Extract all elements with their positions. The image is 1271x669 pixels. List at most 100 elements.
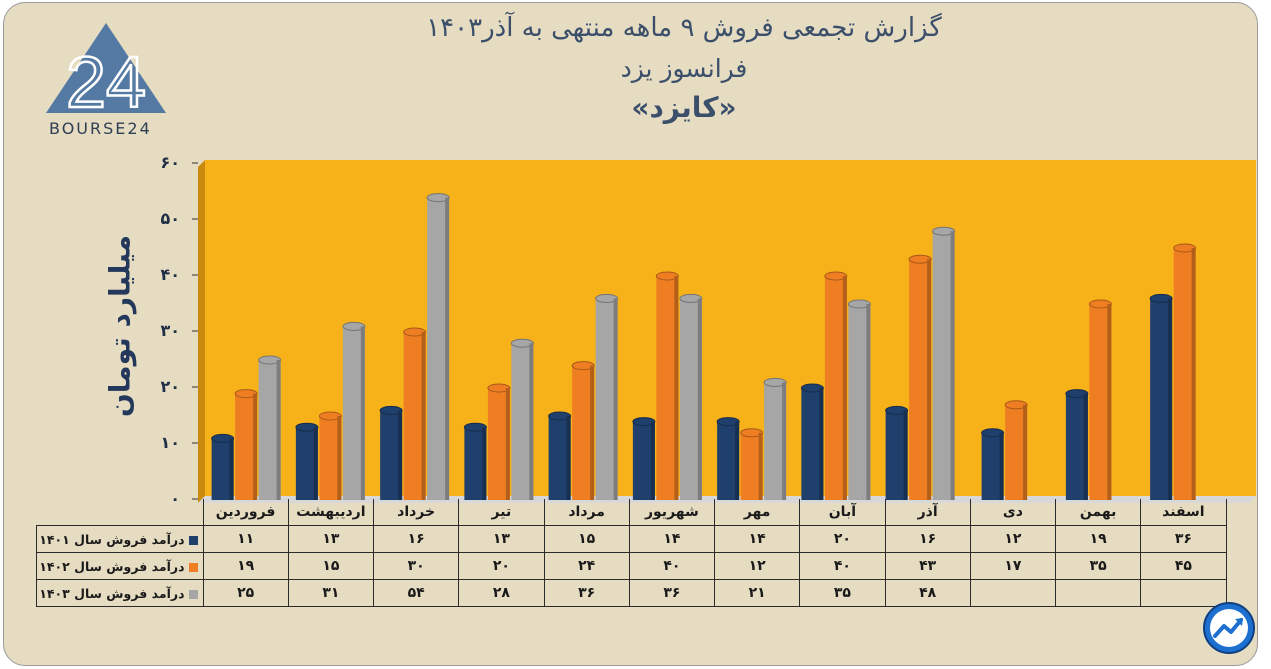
bar-shade (398, 410, 403, 500)
bar (764, 382, 787, 500)
y-tick-label: ۳۰ (160, 321, 180, 340)
data-value-cell: ۵۴ (372, 579, 460, 607)
ticker-symbol: «کایزد» (631, 91, 737, 124)
bar-shade (866, 304, 871, 500)
y-tick-label: ۵۰ (160, 209, 180, 228)
bar (487, 388, 510, 500)
y-tick-label: ۴۰ (160, 265, 180, 284)
table-header-row: فروردین اردیبهشت خرداد تیر مرداد شهریور مهر آبا… (37, 499, 1227, 526)
triangle-24-logo: 24 (46, 23, 166, 124)
series-name: درآمد فروش سال ۱۴۰۱ (39, 531, 185, 547)
bar-shade (950, 231, 955, 500)
data-value-cell: ۲۸ (458, 579, 545, 607)
series-label: درآمد فروش سال ۱۴۰۱ (36, 525, 204, 553)
data-value-cell: ۱۵ (543, 525, 630, 553)
category-label: فروردین (202, 499, 289, 526)
bar-shade (927, 259, 932, 500)
bar (1089, 304, 1112, 500)
bar (595, 298, 618, 500)
bar (1005, 404, 1028, 500)
chart-title: گزارش تجمعی فروش ۹ ماهه منتهی به آذر۱۴۰۳ (426, 13, 942, 43)
bar (572, 365, 595, 500)
bar-shade (903, 410, 908, 500)
category-label: بهمن (1054, 499, 1142, 526)
data-value-cell: ۴۸ (884, 579, 971, 607)
bar-shade (253, 393, 258, 500)
data-value-cell: ۱۹ (1054, 525, 1142, 553)
bar-shade (276, 360, 281, 500)
bar-shade (421, 332, 426, 500)
bar (909, 259, 932, 500)
data-value-cell: ۳۵ (799, 579, 886, 607)
bar-shade (650, 421, 655, 500)
logo-mark: 24 (66, 43, 146, 123)
bar (380, 410, 403, 500)
bar (679, 298, 702, 500)
bar-chart: ۰ ۱۰ ۲۰ ۳۰ ۴۰ ۵۰ ۶۰ (160, 153, 1256, 503)
table-corner (37, 499, 204, 526)
bar (464, 427, 487, 500)
data-value-cell (1140, 579, 1227, 607)
bar-shade (735, 421, 740, 500)
data-value-cell: ۱۳ (458, 525, 545, 553)
bar-shade (360, 326, 365, 500)
data-value-cell: ۳۱ (287, 579, 375, 607)
data-value-cell: ۳۵ (1054, 552, 1142, 580)
table-row: درآمد فروش سال ۱۴۰۳ ۲۵ ۳۱ ۵۴ ۲۸ ۳۶ ۳۶ ۲۱ ۳۵ ۴۸ (36, 579, 1227, 607)
bar-shade (505, 388, 510, 500)
bar-shade (445, 197, 450, 500)
bar (319, 416, 342, 500)
data-value-cell: ۱۴ (628, 525, 716, 553)
data-value-cell (969, 579, 1057, 607)
bar (824, 276, 847, 500)
data-value-cell: ۳۶ (628, 579, 716, 607)
bar-shade (1107, 304, 1112, 500)
series-name: درآمد فروش سال ۱۴۰۳ (39, 585, 185, 601)
data-value-cell: ۴۵ (1140, 552, 1227, 580)
data-table: فروردین اردیبهشت خرداد تیر مرداد شهریور مهر آبا… (36, 499, 1227, 607)
data-value-cell: ۱۷ (969, 552, 1057, 580)
y-tick-label: ۶۰ (160, 153, 180, 172)
data-value-cell: ۱۶ (372, 525, 460, 553)
y-tick-label: ۲۰ (160, 377, 180, 396)
bar-shade (337, 416, 342, 500)
bar-shade (674, 276, 679, 500)
bar (981, 432, 1004, 500)
legend-swatch (188, 562, 198, 572)
data-value-cell: ۲۰ (799, 525, 886, 553)
chart-card: گزارش تجمعی فروش ۹ ماهه منتهی به آذر۱۴۰۳… (3, 2, 1258, 666)
bar (342, 326, 365, 500)
category-label: آبان (799, 499, 886, 526)
data-value-cell: ۱۲ (713, 552, 801, 580)
data-value-cell: ۳۶ (1140, 525, 1227, 553)
bar-shade (842, 276, 847, 500)
bar (511, 343, 534, 500)
data-value-cell: ۱۴ (713, 525, 801, 553)
legend-swatch (188, 535, 198, 545)
bar-shade (999, 432, 1004, 500)
bar-shade (613, 298, 618, 500)
data-value-cell: ۲۵ (202, 579, 289, 607)
bar (427, 197, 450, 500)
bar (848, 304, 871, 500)
bar-shade (229, 438, 234, 500)
data-value-cell: ۱۲ (969, 525, 1057, 553)
bar (932, 231, 955, 500)
table-row: درآمد فروش سال ۱۴۰۲ ۱۹ ۱۵ ۳۰ ۲۰ ۲۴ ۴۰ ۱۲ ۴۰ ۴۳ ۱۷ ۳… (36, 552, 1227, 580)
bar-shade (566, 416, 571, 500)
series-name: درآمد فروش سال ۱۴۰۲ (39, 558, 185, 574)
data-value-cell: ۳۰ (372, 552, 460, 580)
data-value-cell: ۴۰ (799, 552, 886, 580)
plot-side-wall (198, 160, 205, 503)
bar-shade (1168, 298, 1173, 500)
data-value-cell: ۱۹ (202, 552, 289, 580)
category-label: اردیبهشت (287, 499, 375, 526)
bar (403, 332, 426, 500)
bar-shade (313, 427, 318, 500)
legend-swatch (188, 589, 198, 599)
bar-shade (590, 365, 595, 500)
category-label: شهریور (628, 499, 716, 526)
table-row: درآمد فروش سال ۱۴۰۱ ۱۱ ۱۳ ۱۶ ۱۳ ۱۵ ۱۴ ۱۴ ۲۰ ۱۶ ۱۲ ۱… (36, 525, 1227, 553)
data-value-cell: ۱۱ (202, 525, 289, 553)
category-label: اسفند (1140, 499, 1227, 526)
